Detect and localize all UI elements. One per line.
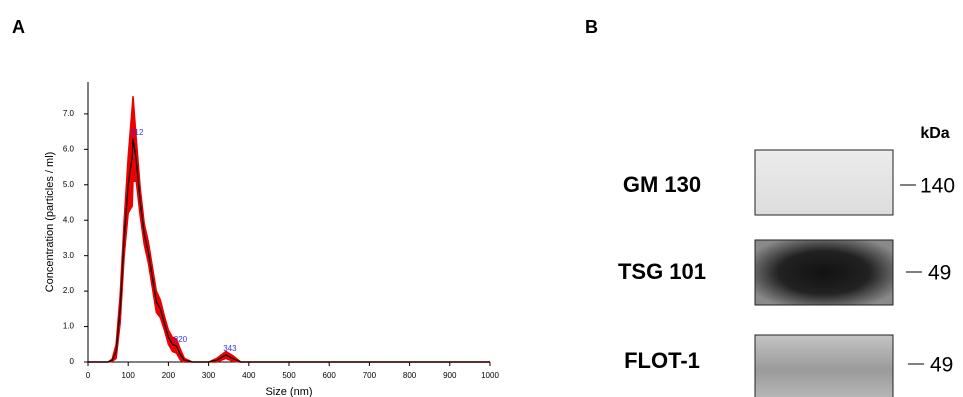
- marker-label: 49: [930, 354, 953, 377]
- y-tick-label: 4.0: [63, 215, 75, 224]
- figure: A B kDa GM 130 TSG 101 FLOT-1 140 49 49 …: [0, 0, 963, 397]
- panel-label: B: [585, 17, 598, 37]
- unit-label: kDa: [920, 125, 949, 142]
- protein-label: TSG 101: [618, 259, 706, 284]
- x-tick-label: 100: [122, 371, 136, 380]
- x-tick-label: 0: [86, 371, 91, 380]
- y-tick-label: 1.0: [63, 322, 75, 331]
- y-tick-label: 0: [70, 357, 75, 366]
- peak-label: 343: [223, 344, 237, 353]
- x-tick-label: 500: [282, 371, 296, 380]
- y-tick-label: 3.0: [63, 251, 75, 260]
- marker-label: 140: [920, 175, 955, 198]
- y-axis-label: Concentration (particles / ml): [44, 152, 56, 293]
- mean-line: [88, 139, 490, 362]
- y-tick-label: 2.0: [63, 286, 75, 295]
- panel-label: A: [12, 17, 25, 37]
- protein-label: GM 130: [623, 172, 701, 197]
- error-band: [88, 96, 490, 362]
- x-tick-label: 400: [242, 371, 256, 380]
- x-axis-label: Size (nm): [265, 386, 312, 397]
- y-tick-label: 5.0: [63, 180, 75, 189]
- y-tick-label: 7.0: [63, 109, 75, 118]
- blot-band: [755, 335, 893, 397]
- peak-label: 112: [131, 128, 144, 137]
- x-tick-label: 600: [323, 371, 337, 380]
- y-tick-label: 6.0: [63, 144, 75, 153]
- x-tick-label: 800: [403, 371, 417, 380]
- blot-band: [755, 150, 893, 215]
- peak-label: 220: [174, 335, 188, 344]
- x-tick-label: 300: [202, 371, 216, 380]
- x-tick-label: 900: [443, 371, 457, 380]
- marker-label: 49: [928, 262, 951, 285]
- x-tick-label: 700: [363, 371, 377, 380]
- blot-band: [755, 240, 893, 305]
- protein-label: FLOT-1: [624, 348, 700, 373]
- x-tick-label: 200: [162, 371, 176, 380]
- x-tick-label: 1000: [481, 371, 499, 380]
